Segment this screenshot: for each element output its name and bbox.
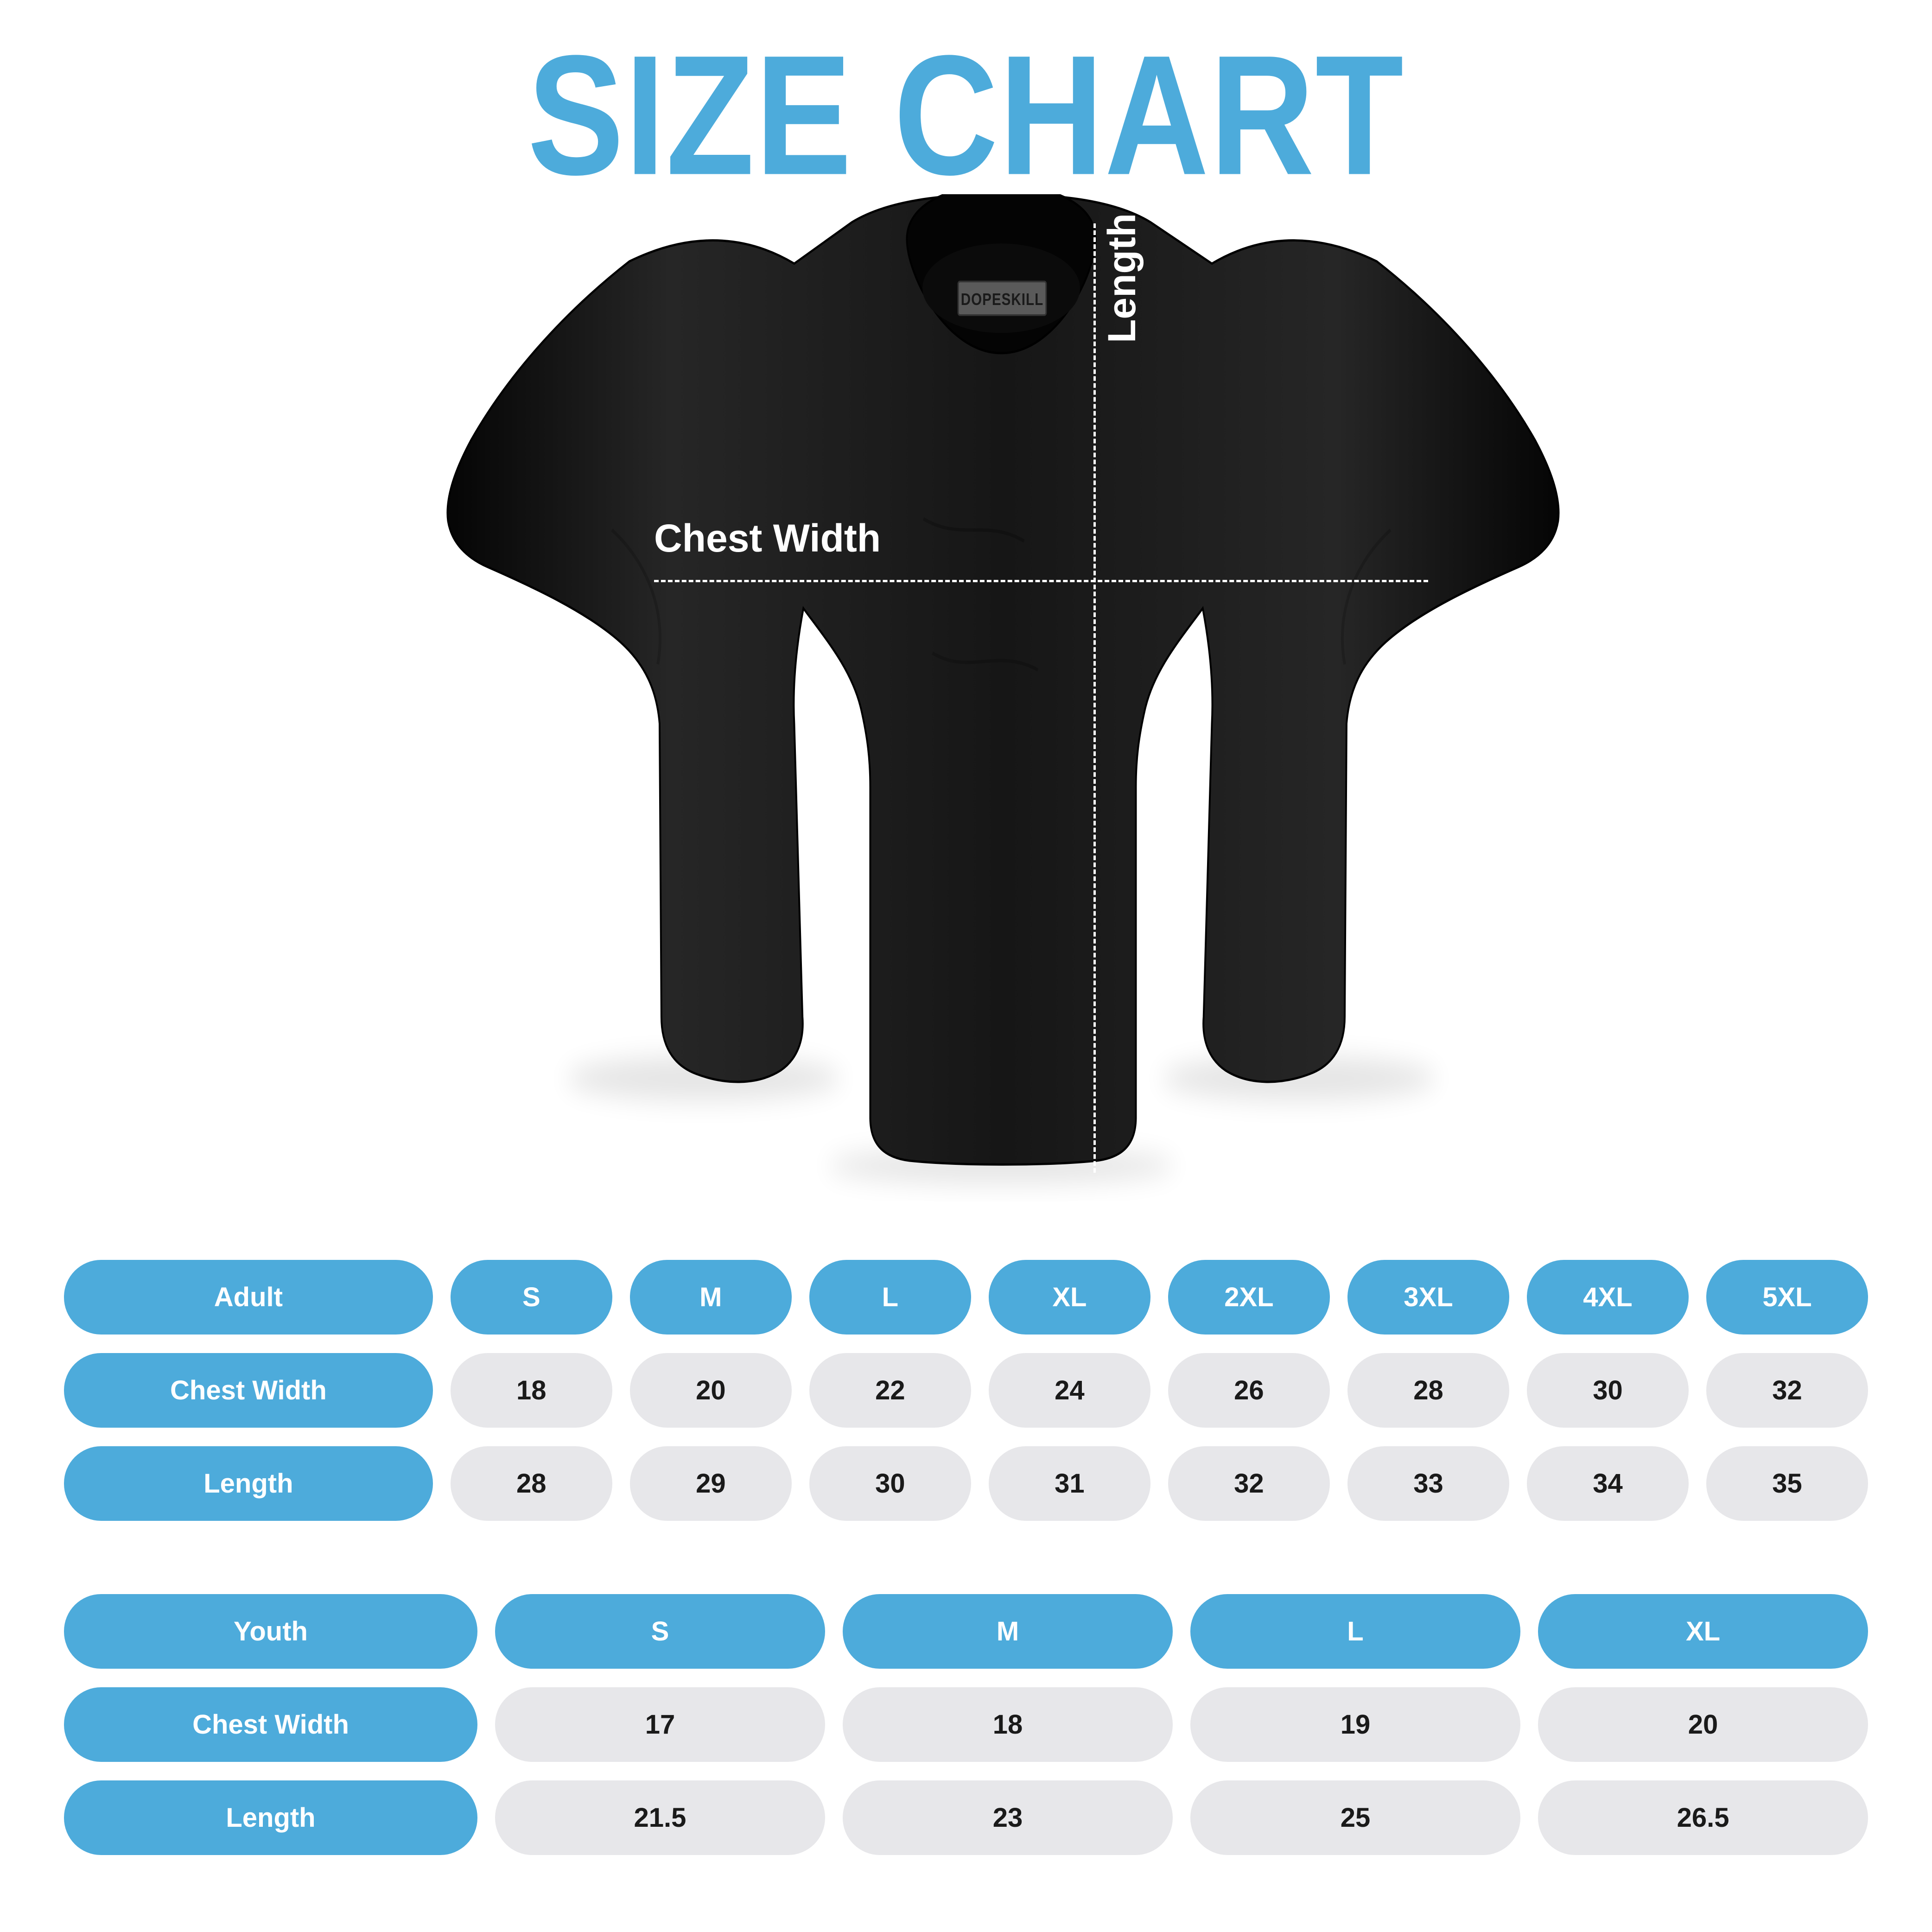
svg-text:DOPESKILL: DOPESKILL — [961, 290, 1043, 309]
